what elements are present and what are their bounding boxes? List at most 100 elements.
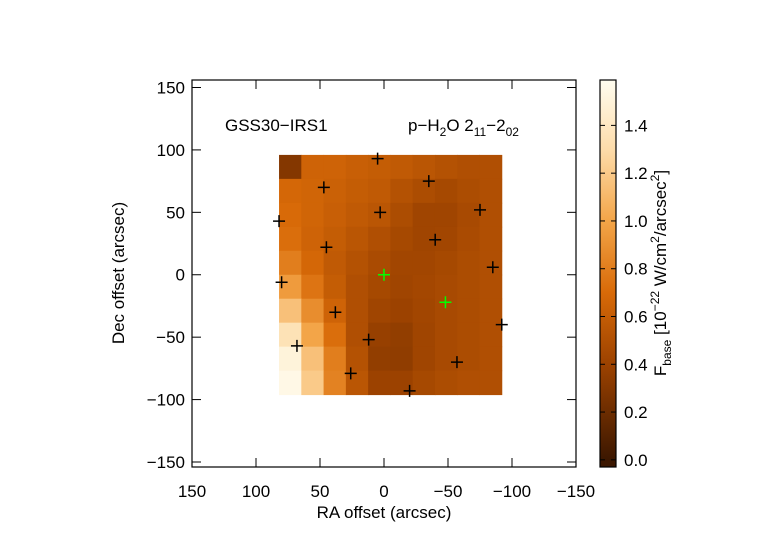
heatmap-cell — [479, 370, 503, 396]
heatmap-cell — [279, 250, 302, 276]
x-tick-label: 150 — [178, 482, 206, 501]
y-axis-label: Dec offset (arcsec) — [109, 202, 128, 344]
heatmap-cell — [323, 178, 347, 204]
heatmap-cell — [412, 154, 436, 180]
heatmap-cell — [412, 322, 436, 348]
x-tick-label: −50 — [434, 482, 463, 501]
heatmap-cell — [345, 178, 369, 204]
heatmap-cell — [412, 346, 436, 372]
x-tick-label: −150 — [557, 482, 595, 501]
heatmap-cell — [457, 178, 480, 204]
colorbar-label-part: −22 — [648, 291, 662, 312]
marker — [275, 276, 288, 289]
heatmap-cell — [368, 274, 391, 300]
heatmap-cell — [368, 346, 391, 372]
heatmap-cell — [279, 370, 302, 396]
heatmap-cell — [279, 178, 302, 204]
heatmap-cell — [323, 322, 347, 348]
marker — [486, 261, 499, 274]
heatmap-cell — [434, 202, 458, 228]
heatmap-cell — [412, 250, 436, 276]
heatmap-cell — [412, 226, 436, 252]
heatmap-cell — [279, 346, 302, 372]
colorbar-tick-label: 0.2 — [624, 403, 648, 422]
heatmap-cell — [457, 274, 480, 300]
heatmap-cell — [479, 202, 503, 228]
colorbar-label-part: [10 — [651, 311, 670, 339]
heatmap-cell — [479, 250, 503, 276]
heatmap-cell — [434, 226, 458, 252]
line-label-part: −2 — [486, 116, 505, 135]
heatmap-cell — [301, 298, 325, 324]
heatmap-cell — [457, 250, 480, 276]
heatmap-cell — [457, 154, 480, 180]
heatmap-cell — [368, 154, 391, 180]
x-tick-label: 50 — [311, 482, 330, 501]
heatmap-cell — [412, 298, 436, 324]
heatmap-cell — [345, 226, 369, 252]
colorbar-label-part: 2 — [648, 174, 662, 181]
heatmap-cell — [479, 274, 503, 300]
heatmap-cell — [457, 298, 480, 324]
heatmap-cell — [368, 298, 391, 324]
heatmap-cell — [412, 202, 436, 228]
heatmap-cell — [390, 202, 414, 228]
line-label-part: O 2 — [446, 116, 473, 135]
colorbar-tick-label: 0.0 — [624, 451, 648, 470]
marker — [273, 215, 286, 228]
heatmap-cell — [390, 154, 414, 180]
marker — [320, 241, 333, 254]
heatmap-cell — [390, 370, 414, 396]
heatmap-cell — [479, 226, 503, 252]
y-tick-label: 100 — [157, 141, 185, 160]
heatmap-cell — [479, 154, 503, 180]
line-label-part: 02 — [506, 125, 520, 139]
colorbar-frame — [599, 79, 617, 468]
heatmap-cell — [390, 178, 414, 204]
heatmap-cell — [323, 226, 347, 252]
heatmap-cell — [301, 250, 325, 276]
colorbar — [600, 80, 616, 467]
marker — [371, 152, 384, 165]
heatmap-cell — [345, 370, 369, 396]
x-tick-label: 0 — [379, 482, 388, 501]
marker — [450, 356, 463, 369]
heatmap-cell — [323, 274, 347, 300]
marker — [378, 268, 390, 281]
heatmap-cell — [368, 226, 391, 252]
colorbar-label-part: base — [660, 339, 674, 365]
heatmap-cell — [390, 250, 414, 276]
colorbar-tick-label: 1.2 — [624, 164, 648, 183]
heatmap-cell — [434, 250, 458, 276]
heatmap-cell — [479, 346, 503, 372]
heatmap-cell — [390, 346, 414, 372]
heatmap-cell — [434, 346, 458, 372]
colorbar-label-part: 2 — [648, 236, 662, 243]
x-tick-label: 100 — [242, 482, 270, 501]
marker — [474, 203, 486, 216]
marker — [422, 175, 435, 188]
marker — [439, 296, 452, 309]
heatmap-cell — [368, 250, 391, 276]
heatmap — [279, 154, 503, 396]
heatmap-cell — [457, 346, 480, 372]
heatmap-cell — [323, 346, 347, 372]
heatmap-cell — [390, 274, 414, 300]
heatmap-cell — [479, 322, 503, 348]
heatmap-cell — [434, 178, 458, 204]
heatmap-cell — [301, 226, 325, 252]
y-tick-label: −50 — [156, 328, 185, 347]
heatmap-cell — [279, 274, 302, 300]
heatmap-cell — [412, 178, 436, 204]
heatmap-cell — [368, 178, 391, 204]
heatmap-cell — [301, 370, 325, 396]
heatmap-cell — [323, 370, 347, 396]
marker — [317, 181, 330, 194]
heatmap-cell — [301, 154, 325, 180]
heatmap-cell — [323, 154, 347, 180]
heatmap-cell — [345, 346, 369, 372]
heatmap-cell — [390, 298, 414, 324]
colorbar-label-part: W/cm — [651, 243, 670, 291]
heatmap-cell — [345, 298, 369, 324]
